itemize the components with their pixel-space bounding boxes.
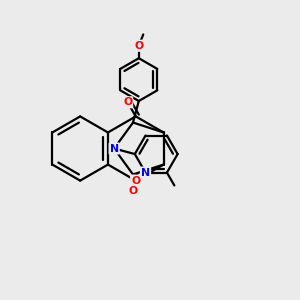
Text: N: N [110,143,119,154]
Text: N: N [141,168,150,178]
Text: O: O [134,41,143,51]
Text: O: O [128,186,138,196]
Text: O: O [123,97,132,107]
Text: O: O [131,176,140,186]
